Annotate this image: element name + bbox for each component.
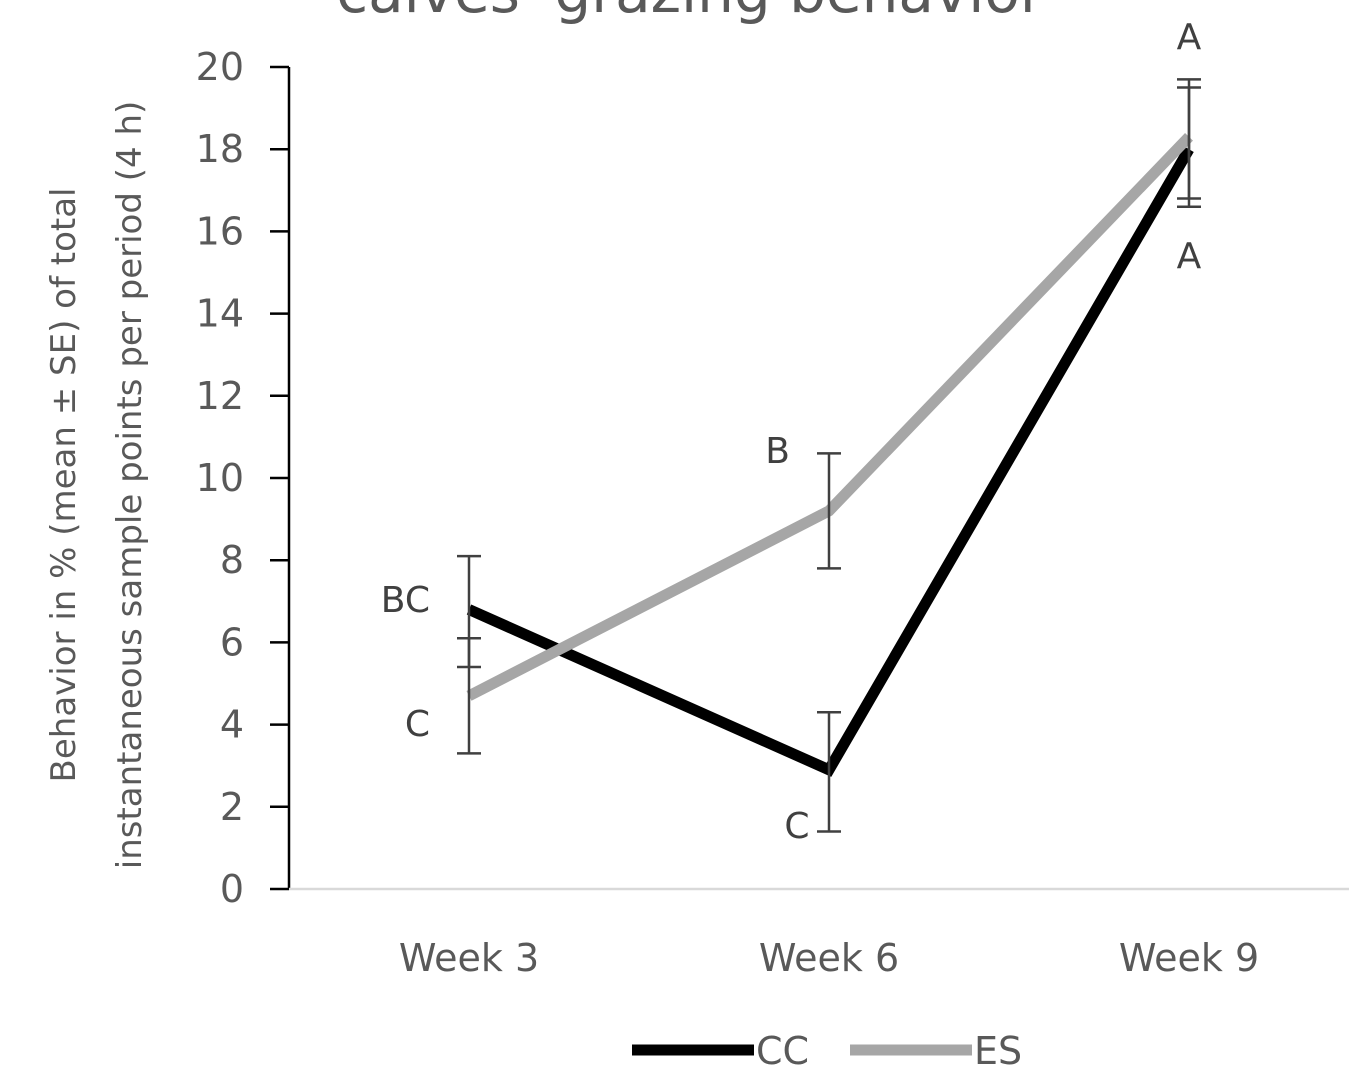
- y-tick-label: 12: [196, 374, 244, 418]
- y-tick-label: 4: [220, 703, 244, 747]
- chart-title: calves' grazing behavior: [336, 0, 1044, 26]
- significance-letter: A: [1177, 236, 1202, 277]
- significance-letter: BC: [381, 580, 430, 621]
- significance-letter: A: [1177, 17, 1202, 58]
- significance-letters: BC C A C B A: [381, 17, 1202, 847]
- error-bar-es: [1177, 78, 1201, 200]
- error-bars: [457, 78, 1201, 833]
- series-line-es: [466, 133, 1193, 701]
- y-tick-label: 18: [196, 127, 244, 171]
- error-bar-cc: [817, 711, 841, 833]
- x-axis-labels: Week 3 Week 6 Week 9: [399, 936, 1259, 980]
- y-axis-title-line-2: instantaneous sample points per period (…: [110, 101, 150, 870]
- legend-label: CC: [756, 1029, 809, 1068]
- y-tick-label: 0: [220, 867, 244, 911]
- y-axis-title: Behavior in % (mean ± SE) of total insta…: [44, 101, 150, 870]
- significance-letter: C: [784, 806, 809, 847]
- legend-item-cc: CC: [632, 1029, 809, 1068]
- y-tick-label: 16: [196, 209, 244, 253]
- significance-letter: B: [765, 431, 790, 472]
- y-tick-label: 2: [220, 785, 244, 829]
- y-tick-label: 14: [196, 292, 244, 336]
- y-axis-ticks: 0 2 4 6 8 10 12 14 16 18 20: [196, 45, 289, 911]
- y-tick-label: 20: [196, 45, 244, 89]
- x-tick-label: Week 9: [1119, 936, 1259, 980]
- error-bar-es: [457, 637, 481, 755]
- error-bar-es: [817, 452, 841, 570]
- legend: CC ES: [632, 1029, 1022, 1068]
- legend-label: ES: [974, 1029, 1022, 1068]
- significance-letter: C: [405, 704, 430, 745]
- y-tick-label: 6: [220, 620, 244, 664]
- legend-item-es: ES: [850, 1029, 1022, 1068]
- y-axis-title-line-1: Behavior in % (mean ± SE) of total: [44, 188, 84, 783]
- y-tick-label: 8: [220, 538, 244, 582]
- x-tick-label: Week 3: [399, 936, 539, 980]
- y-tick-label: 10: [196, 456, 244, 500]
- x-tick-label: Week 6: [759, 936, 899, 980]
